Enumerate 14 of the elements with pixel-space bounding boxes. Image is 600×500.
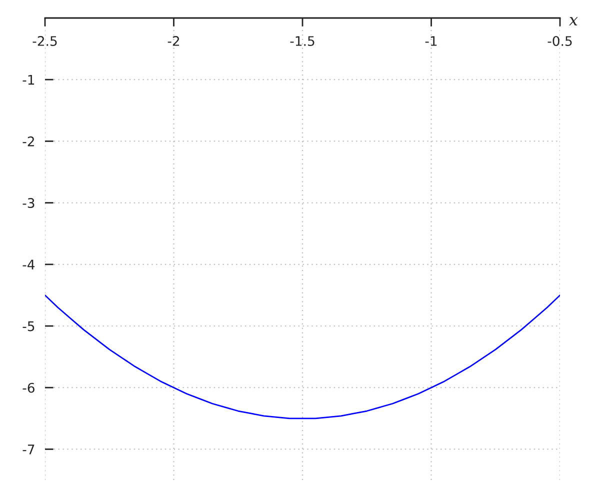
y-tick-label: -1 xyxy=(22,74,34,85)
x-tick-label: -1 xyxy=(425,36,437,46)
x-tick-label: -2 xyxy=(168,36,180,46)
x-tick-label: -0.5 xyxy=(548,36,572,46)
y-tick-label: -5 xyxy=(22,321,34,332)
x-tick-label: -1.5 xyxy=(290,36,314,46)
y-tick-label: -3 xyxy=(22,198,34,208)
y-tick-label: -4 xyxy=(22,260,35,270)
y-tick-label: -2 xyxy=(22,136,34,146)
x-axis-title: x xyxy=(569,17,578,26)
y-tick-label: -7 xyxy=(22,444,34,454)
x-tick-label: -2.5 xyxy=(32,36,57,46)
y-tick-label: -6 xyxy=(22,382,34,393)
line-series xyxy=(45,294,560,420)
